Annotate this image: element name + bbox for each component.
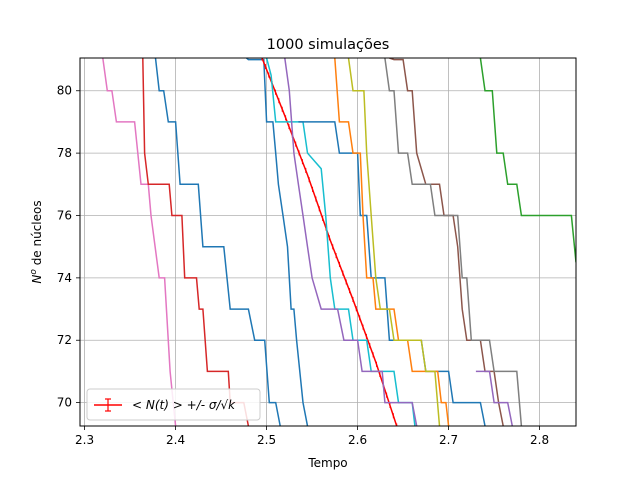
x-tick-label: 2.5 [257,433,276,447]
y-axis-title-rest: de núcleos [30,200,44,269]
simulation-series-line [298,121,486,426]
ticks: 2.3 2.4 2.5 2.6 2.7 2.8 70 72 74 76 78 80 [57,84,549,447]
simulation-series-line [334,58,450,426]
legend-box [86,388,261,421]
simulation-series-line [102,58,177,426]
x-tick-label: 2.6 [348,433,367,447]
legend: < N(t) > +/- σ/√k [86,388,261,421]
y-tick-label: 80 [57,84,72,98]
simulation-series-line [246,58,309,426]
y-tick-label: 76 [57,208,72,222]
mean-series-line [261,58,398,426]
x-tick-label: 2.4 [166,433,185,447]
x-tick-label: 2.7 [439,433,458,447]
y-tick-label: 74 [57,271,72,285]
plot-frame [79,57,577,427]
y-axis-title-symbol: N [30,275,44,284]
x-axis-title: Tempo [307,456,347,470]
series-group [102,58,576,426]
chart-title: 1000 simulações [267,37,390,53]
simulation-series-line [347,58,441,426]
legend-label: < N(t) > +/- σ/√k [132,398,236,412]
simulation-series-line [479,58,576,263]
y-axis-title-sup: o [29,269,39,275]
simulation-series-line [475,370,514,426]
x-tick-label: 2.3 [75,433,94,447]
simulation-series-line [384,58,523,426]
y-tick-label: 70 [57,396,72,410]
y-tick-label: 72 [57,333,72,347]
x-tick-label: 2.8 [530,433,549,447]
y-tick-label: 78 [57,146,72,160]
y-axis-title: No de núcleos [29,200,44,283]
simulation-series-line [154,58,281,426]
simulation-series-line [284,58,418,426]
